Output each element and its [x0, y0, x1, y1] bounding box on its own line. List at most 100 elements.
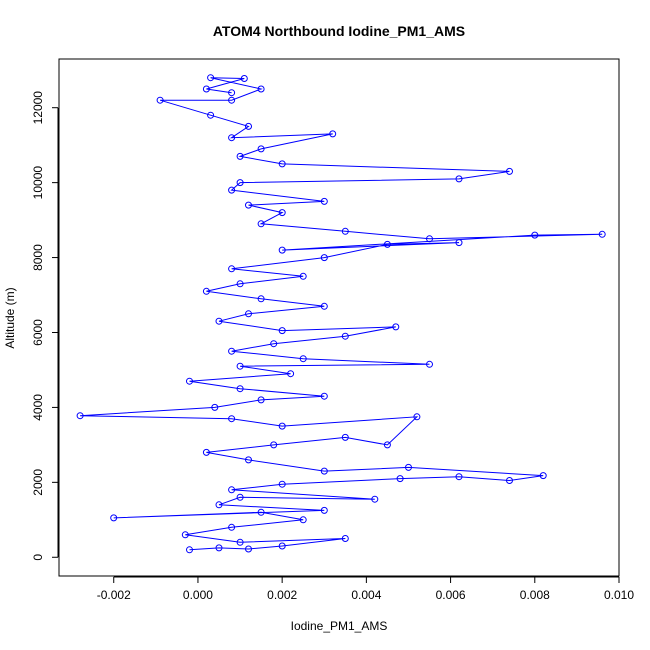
data-point — [257, 508, 265, 516]
data-point — [278, 327, 286, 335]
data-point — [320, 392, 328, 400]
data-point — [278, 422, 286, 430]
data-point — [455, 239, 463, 247]
data-point — [228, 523, 236, 531]
data-point — [245, 310, 252, 318]
data-point — [257, 295, 265, 303]
data-point — [228, 486, 236, 494]
data-point — [371, 495, 379, 503]
data-point — [270, 340, 278, 348]
data-point — [76, 412, 84, 420]
data-layer — [76, 74, 606, 554]
y-axis: 0 2000 4000 6000 8000 10000 12000 — [31, 91, 59, 561]
data-point — [228, 96, 236, 104]
data-point — [215, 501, 223, 509]
data-point — [228, 134, 236, 142]
data-point — [181, 531, 189, 539]
data-point — [341, 535, 349, 542]
data-point — [240, 75, 248, 82]
data-point — [287, 370, 295, 378]
data-point — [299, 355, 307, 363]
data-point — [245, 201, 252, 209]
data-point — [278, 160, 286, 168]
data-point — [207, 74, 215, 82]
data-point — [215, 317, 223, 325]
x-axis: -0.002 0.000 0.002 0.004 0.006 0.008 0.010 — [97, 576, 634, 602]
data-point — [211, 403, 219, 411]
data-point — [405, 463, 412, 471]
data-point — [455, 473, 463, 481]
data-point — [299, 516, 307, 524]
series-line — [80, 77, 603, 551]
chart-title: ATOM4 Northbound Iodine_PM1_AMS — [213, 23, 465, 39]
data-point — [341, 433, 349, 441]
x-tick-label: 0.004 — [351, 588, 381, 602]
data-point — [186, 546, 193, 554]
x-tick-label: 0.010 — [604, 588, 634, 602]
data-point — [396, 475, 404, 483]
data-point — [202, 448, 210, 456]
data-point — [228, 415, 236, 423]
data-point — [236, 280, 244, 288]
data-point — [236, 538, 244, 546]
data-point — [236, 362, 244, 370]
data-point — [228, 186, 236, 194]
y-tick-label: 4000 — [31, 394, 45, 421]
y-tick-label: 0 — [31, 554, 45, 561]
data-point — [531, 231, 539, 239]
data-point — [320, 506, 328, 514]
data-point — [257, 85, 265, 93]
data-point — [506, 477, 513, 484]
data-point — [320, 254, 328, 262]
data-point — [413, 413, 421, 421]
data-point — [202, 85, 210, 93]
data-point — [270, 441, 278, 449]
x-tick-label: 0.008 — [520, 588, 550, 602]
data-point — [341, 332, 349, 340]
data-point — [156, 96, 164, 104]
data-point — [383, 441, 391, 449]
y-tick-label: 6000 — [31, 319, 45, 346]
y-tick-label: 12000 — [31, 91, 45, 125]
y-tick-label: 2000 — [31, 469, 45, 496]
data-point — [506, 167, 513, 175]
x-axis-label: Iodine_PM1_AMS — [291, 619, 388, 633]
x-tick-label: 0.002 — [267, 588, 297, 602]
data-point — [341, 227, 349, 235]
data-point — [383, 240, 391, 248]
data-point — [245, 456, 252, 464]
x-tick-label: -0.002 — [97, 588, 131, 602]
y-axis-label: Altitude (m) — [3, 287, 17, 348]
data-point — [236, 493, 244, 501]
data-point — [426, 235, 433, 243]
data-point — [320, 302, 328, 310]
data-point — [202, 287, 210, 295]
data-point — [257, 145, 265, 153]
data-point — [392, 323, 400, 331]
data-point — [207, 111, 215, 119]
x-tick-label: 0.006 — [436, 588, 466, 602]
data-point — [236, 152, 244, 160]
data-point — [278, 542, 286, 550]
data-point — [539, 472, 547, 480]
data-point — [245, 545, 252, 553]
plot-frame — [58, 58, 620, 577]
data-point — [426, 360, 433, 368]
data-point — [236, 385, 244, 393]
data-point — [257, 396, 265, 404]
data-point — [110, 514, 118, 522]
data-point — [228, 265, 236, 273]
data-point — [598, 230, 606, 238]
data-point — [320, 467, 328, 475]
data-point — [245, 122, 252, 130]
y-tick-label: 10000 — [31, 166, 45, 200]
data-point — [455, 175, 463, 183]
data-point — [278, 209, 286, 217]
data-point — [228, 89, 236, 97]
y-tick-label: 8000 — [31, 244, 45, 271]
data-point — [320, 197, 328, 205]
data-point — [215, 544, 223, 552]
data-point — [278, 246, 286, 254]
data-point — [236, 179, 244, 187]
